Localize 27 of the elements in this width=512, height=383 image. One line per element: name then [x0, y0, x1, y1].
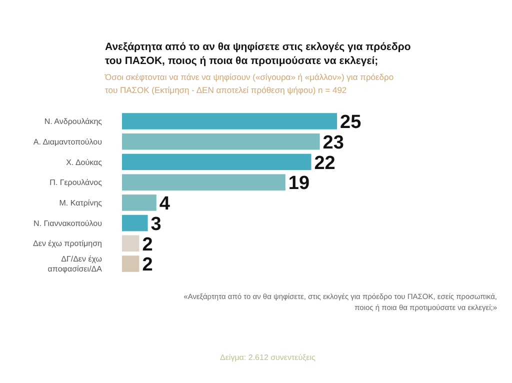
y-tick-label: Ν. Ανδρουλάκης: [44, 117, 102, 126]
y-tick-label: Ν. Γιαννακοπούλου: [34, 218, 102, 228]
y-tick-label: Δεν έχω προτίμηση: [33, 239, 102, 248]
y-tick-label: Μ. Κατρίνης: [59, 198, 102, 208]
text: Δείγμα: 2.612 συνεντεύξεις: [220, 353, 316, 362]
data-label: 22: [314, 152, 336, 174]
data-label: 2: [142, 254, 153, 276]
y-tick-label: ΔΓ/Δεν έχω αποφασίσει/ΔΑ: [48, 254, 103, 274]
bar: [122, 154, 312, 170]
data-label: 4: [159, 194, 170, 215]
bar: [122, 133, 320, 150]
bar: [122, 235, 140, 252]
chart-title: Ανεξάρτητα από το αν θα ψηφίσετε στις εκλογές για πρόεδρο του ΠΑΣΟΚ, ποιος ή ποια θα προτιμούσατε να εκλεγεί;: [105, 41, 411, 67]
bar: [122, 256, 140, 272]
chart-subtitle: Όσοι σκέφτονται να πάνε να ψηφίσουν («σίγουρα» ή «μάλλον») για πρόεδρο του ΠΑΣΟΚ (Εκτίμηση - ΔΕΝ αποτελεί πρόθεση ψήφου) n = 492: [104, 72, 394, 95]
data-label: 2: [142, 234, 153, 256]
data-label: 19: [288, 173, 310, 194]
y-tick-label: Χ. Δούκας: [66, 158, 102, 167]
y-tick-label: Α. Διαμαντοπούλου: [33, 137, 102, 146]
bar: [122, 113, 337, 130]
bar: [122, 214, 148, 232]
bar: [122, 194, 156, 211]
data-label: 3: [150, 214, 162, 235]
y-tick-label: Π. Γερουλάνος: [50, 178, 102, 188]
data-label: 23: [322, 132, 344, 154]
bar: [122, 174, 286, 190]
data-label: 25: [340, 112, 362, 134]
